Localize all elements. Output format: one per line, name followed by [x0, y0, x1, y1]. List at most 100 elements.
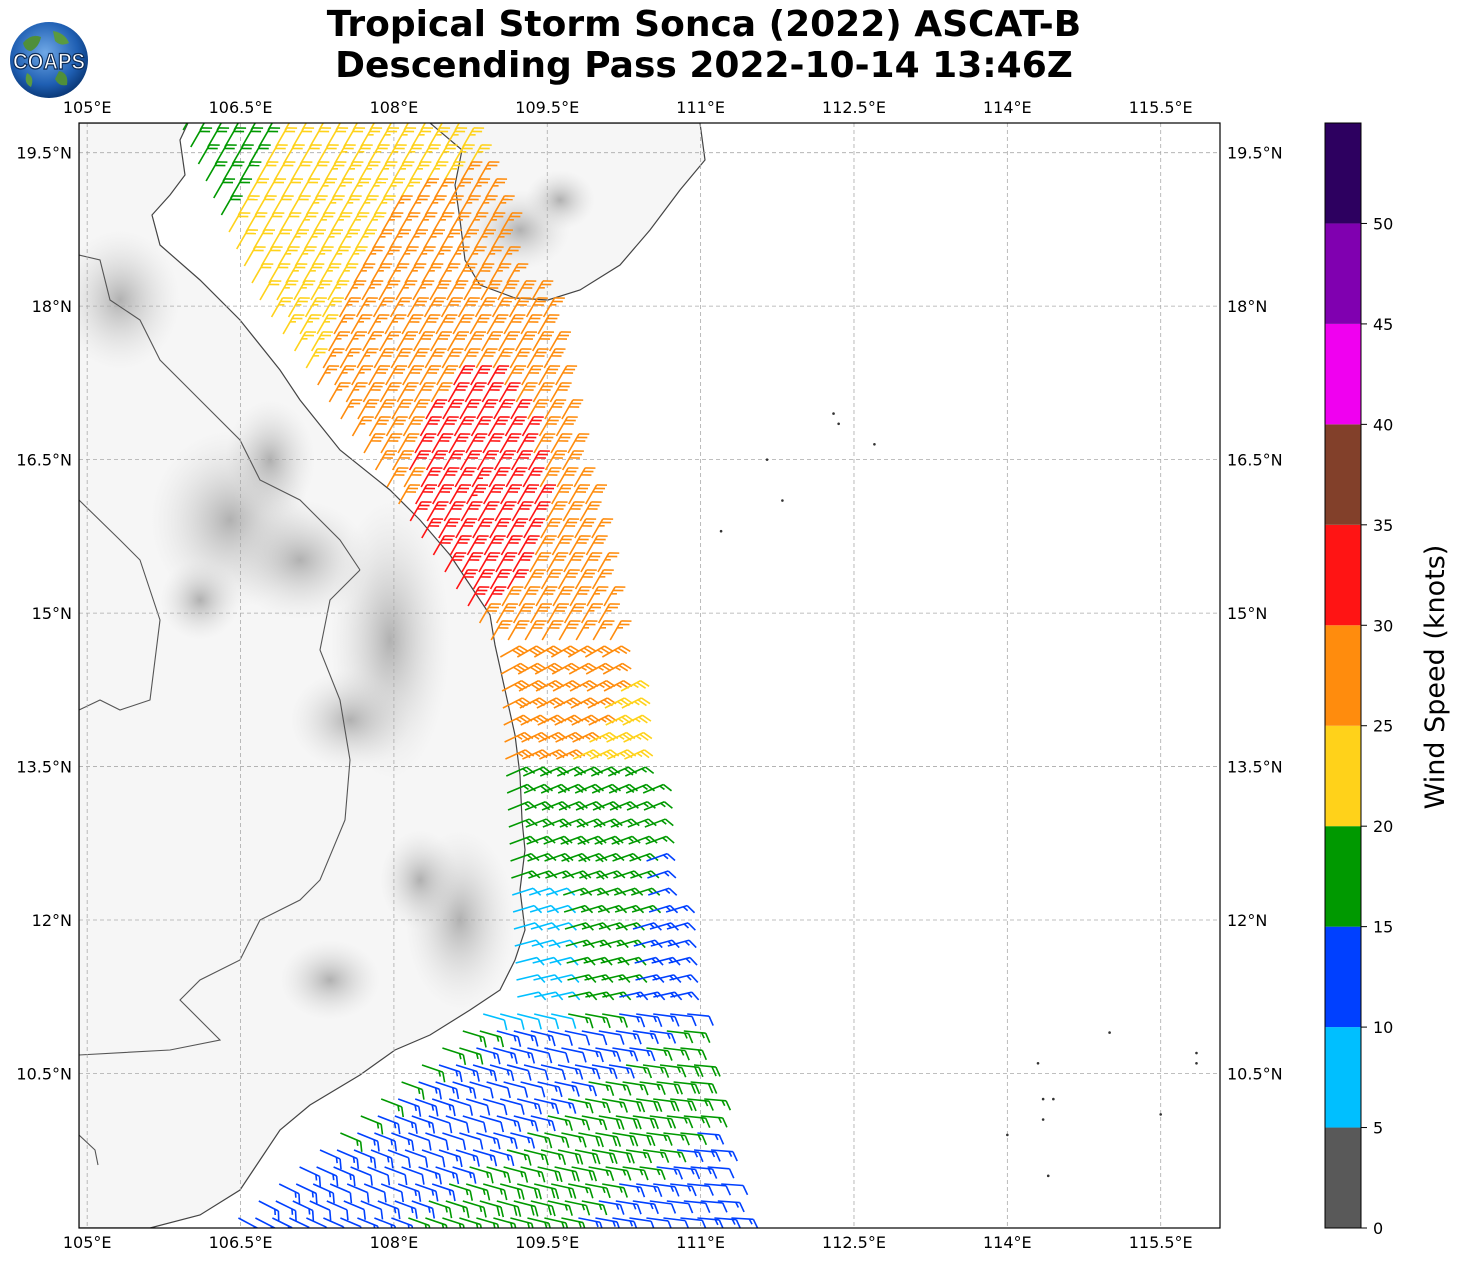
wind-barb: [521, 416, 544, 437]
colorbar-tick-label: 25: [1373, 717, 1393, 736]
wind-barb: [214, 144, 237, 165]
wind-barb: [479, 1200, 505, 1218]
wind-barb: [494, 501, 517, 522]
wind-barb: [339, 195, 362, 216]
wind-barb: [338, 297, 361, 318]
wind-barb: [387, 1149, 411, 1169]
wind-barb: [445, 127, 468, 148]
wind-barb: [277, 246, 300, 267]
wind-barb: [717, 1200, 745, 1213]
wind-barb: [558, 620, 581, 641]
wind-barb: [333, 144, 356, 165]
wind-barb: [442, 399, 465, 420]
wind-barb: [408, 1132, 432, 1151]
wind-barb: [561, 450, 584, 471]
lat-tick-label: 16.5°N: [16, 451, 72, 470]
wind-barb: [533, 433, 556, 454]
lon-tick-label: 112.5°E: [822, 98, 886, 117]
wind-barb: [441, 348, 464, 369]
wind-barb: [532, 382, 555, 403]
wind-barb: [469, 1081, 494, 1099]
wind-barb: [344, 280, 367, 301]
wind-barb: [697, 1132, 725, 1145]
wind-barb: [434, 178, 457, 199]
wind-barb: [646, 1217, 673, 1228]
wind-barb: [524, 801, 554, 811]
wind-barb: [668, 956, 698, 966]
wind-barb: [288, 195, 311, 216]
wind-barb: [608, 783, 639, 794]
wind-barb: [424, 195, 447, 216]
wind-barb: [253, 229, 276, 250]
wind-barb: [526, 348, 549, 369]
wind-barb: [642, 783, 673, 794]
wind-barb: [690, 1081, 718, 1094]
wind-barb: [426, 501, 449, 522]
wind-barb: [445, 1200, 470, 1218]
wind-barb: [335, 123, 348, 131]
wind-barb: [289, 1217, 311, 1228]
lon-tick-label: 115.5°E: [1129, 98, 1193, 117]
wind-barb: [574, 518, 597, 539]
wind-barb: [550, 645, 580, 658]
coaps-logo: COAPS: [10, 22, 88, 98]
wind-barb: [435, 144, 458, 165]
wind-barb: [334, 365, 357, 386]
wind-barb: [357, 399, 380, 420]
wind-barb: [426, 161, 449, 182]
wind-barb: [271, 195, 294, 216]
wind-barb: [464, 382, 487, 403]
wind-barb: [472, 1064, 498, 1082]
wind-barb: [533, 645, 563, 658]
wind-barb: [423, 297, 446, 318]
lon-tick-label: 105°E: [63, 98, 112, 117]
wind-barb: [602, 1098, 629, 1113]
wind-barb: [425, 1217, 449, 1228]
wind-barb: [366, 178, 389, 199]
wind-barb: [511, 501, 534, 522]
wind-barb: [418, 1166, 442, 1185]
wind-barb: [656, 1081, 684, 1095]
wind-barb: [245, 212, 268, 233]
wind-barb: [435, 1166, 460, 1185]
wind-barb: [549, 382, 572, 403]
wind-barb: [351, 416, 374, 437]
wind-barb: [639, 1081, 666, 1095]
wind-barb: [386, 123, 399, 131]
wind-barb: [182, 123, 195, 131]
wind-barb: [431, 1098, 456, 1117]
wind-barb: [482, 1013, 508, 1031]
colorbar-bin: [1325, 223, 1361, 324]
wind-barb: [362, 382, 385, 403]
wind-barb: [339, 348, 362, 369]
wind-barb: [534, 535, 557, 556]
wind-barb: [357, 1132, 380, 1152]
wind-barb: [374, 1132, 398, 1152]
wind-barb: [378, 280, 401, 301]
wind-barb: [483, 212, 506, 233]
wind-barb: [401, 314, 424, 335]
lat-tick-label: 15°N: [32, 604, 72, 623]
wind-barb: [534, 1013, 560, 1030]
wind-barb: [495, 603, 518, 624]
wind-barb: [629, 1047, 656, 1062]
wind-barb: [415, 484, 438, 505]
wind-barb: [649, 1030, 677, 1044]
wind-barb: [488, 467, 511, 488]
wind-barb: [448, 1098, 474, 1116]
wind-barb: [647, 870, 677, 879]
colorbar-bin: [1325, 625, 1361, 726]
lon-tick-label: 106.5°E: [209, 98, 273, 117]
wind-barb: [373, 195, 396, 216]
wind-barb: [704, 1183, 732, 1196]
wind-barb: [568, 484, 591, 505]
wind-barb: [392, 161, 415, 182]
wind-barb: [575, 620, 598, 641]
wind-barb: [397, 1098, 422, 1117]
wind-barb: [363, 1183, 387, 1203]
wind-barb: [409, 161, 432, 182]
wind-barb: [466, 535, 489, 556]
wind-barb: [612, 1047, 639, 1062]
colorbar-tick-label: 0: [1373, 1219, 1383, 1238]
wind-barb: [501, 586, 524, 607]
